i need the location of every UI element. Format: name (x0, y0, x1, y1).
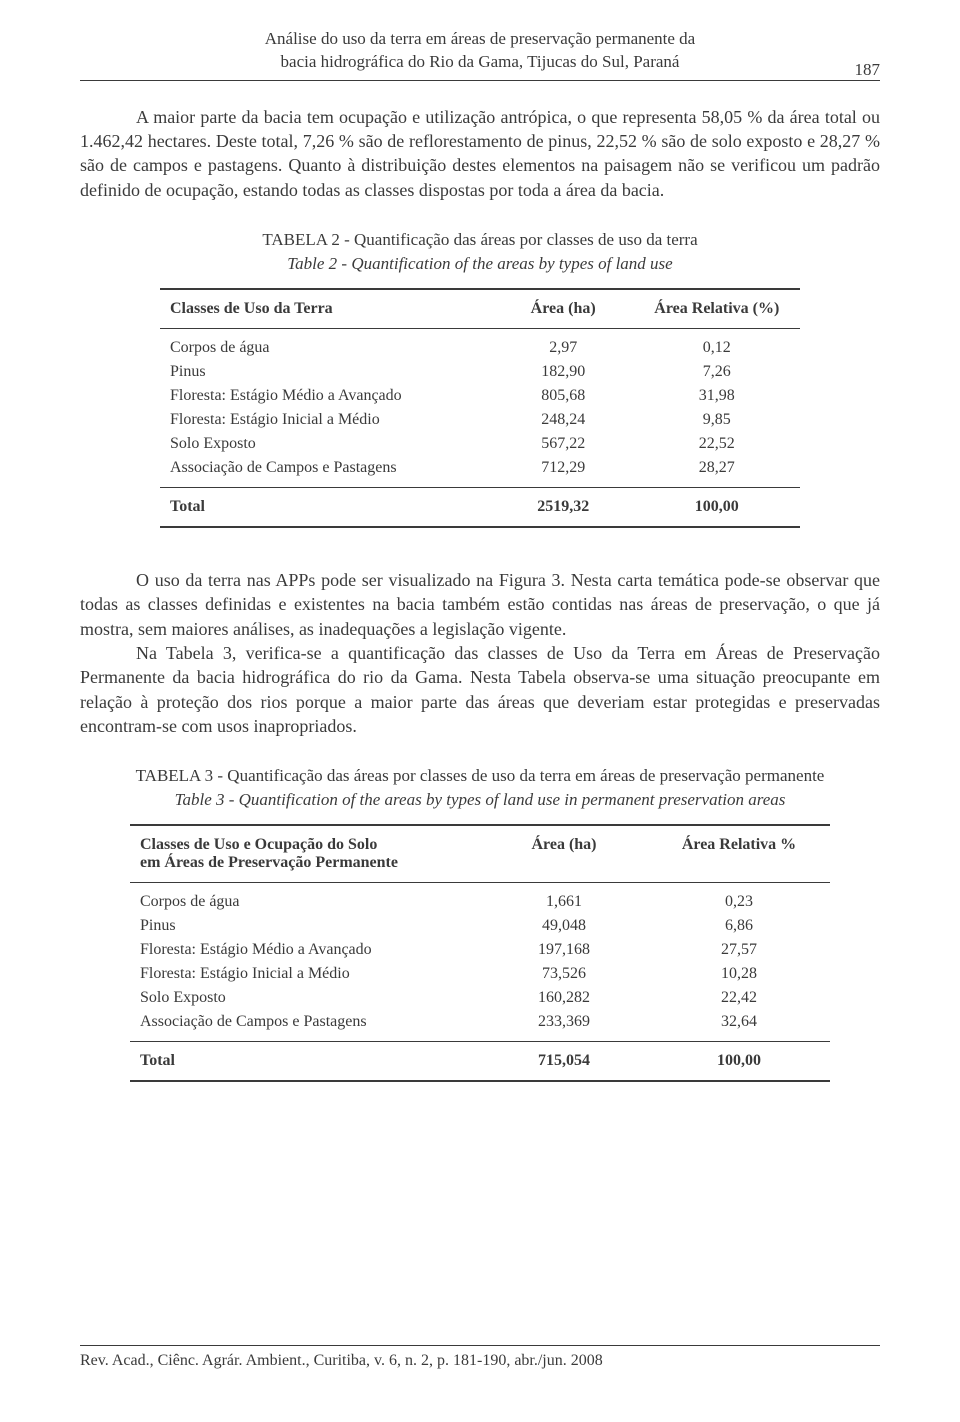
table3-r0c0: Corpos de água (130, 883, 480, 915)
table2-total-label: Total (160, 488, 493, 528)
table3-r3c0: Floresta: Estágio Inicial a Médio (130, 962, 480, 986)
table-row: Floresta: Estágio Médio a Avançado 805,6… (160, 384, 800, 408)
table2-total-rel: 100,00 (634, 488, 800, 528)
paragraph-3-text: Na Tabela 3, verifica-se a quantificação… (80, 643, 880, 736)
table2-r3c0: Floresta: Estágio Inicial a Médio (160, 408, 493, 432)
table2-r4c0: Solo Exposto (160, 432, 493, 456)
paragraph-2-text: O uso da terra nas APPs pode ser visuali… (80, 570, 880, 639)
table2-header-row: Classes de Uso da Terra Área (ha) Área R… (160, 289, 800, 329)
table2-r5c0: Associação de Campos e Pastagens (160, 456, 493, 488)
table2-r2c2: 31,98 (634, 384, 800, 408)
footer: Rev. Acad., Ciênc. Agrár. Ambient., Curi… (80, 1345, 880, 1370)
table2-caption: TABELA 2 - Quantificação das áreas por c… (80, 230, 880, 250)
table2-col2-header: Área (ha) (493, 289, 634, 329)
footer-citation: Rev. Acad., Ciênc. Agrár. Ambient., Curi… (80, 1346, 880, 1370)
table2-r1c0: Pinus (160, 360, 493, 384)
table3-col1-header-l2: em Áreas de Preservação Permanente (140, 854, 398, 871)
table3-col1-header-l1: Classes de Uso e Ocupação do Solo (140, 836, 377, 853)
table2-subcaption: Table 2 - Quantification of the areas by… (80, 254, 880, 274)
table2-col3-header: Área Relativa (%) (634, 289, 800, 329)
table-row: Corpos de água 1,661 0,23 (130, 883, 830, 915)
table-row: Solo Exposto 160,282 22,42 (130, 986, 830, 1010)
page: Análise do uso da terra em áreas de pres… (0, 0, 960, 1422)
table3-r5c0: Associação de Campos e Pastagens (130, 1010, 480, 1042)
paragraph-1-text: A maior parte da bacia tem ocupação e ut… (80, 107, 880, 200)
running-head-line2: bacia hidrográfica do Rio da Gama, Tijuc… (281, 52, 680, 71)
table2-total-area: 2519,32 (493, 488, 634, 528)
table2-r0c2: 0,12 (634, 329, 800, 361)
table3-caption: TABELA 3 - Quantificação das áreas por c… (80, 766, 880, 786)
table-row: Floresta: Estágio Médio a Avançado 197,1… (130, 938, 830, 962)
table2-r1c1: 182,90 (493, 360, 634, 384)
paragraph-1: A maior parte da bacia tem ocupação e ut… (80, 105, 880, 202)
table3-r2c1: 197,168 (480, 938, 648, 962)
table3-col1-header: Classes de Uso e Ocupação do Solo em Áre… (130, 825, 480, 883)
table3-r4c2: 22,42 (648, 986, 830, 1010)
table2-r2c0: Floresta: Estágio Médio a Avançado (160, 384, 493, 408)
paragraph-3: Na Tabela 3, verifica-se a quantificação… (80, 641, 880, 738)
table3-col3-header: Área Relativa % (648, 825, 830, 883)
table-row: Pinus 182,90 7,26 (160, 360, 800, 384)
table3-r2c2: 27,57 (648, 938, 830, 962)
table2: Classes de Uso da Terra Área (ha) Área R… (160, 288, 800, 528)
table-row: Associação de Campos e Pastagens 233,369… (130, 1010, 830, 1042)
table3-col2-header: Área (ha) (480, 825, 648, 883)
header-rule (80, 80, 880, 81)
table3-r4c0: Solo Exposto (130, 986, 480, 1010)
table-row: Associação de Campos e Pastagens 712,29 … (160, 456, 800, 488)
table2-r3c1: 248,24 (493, 408, 634, 432)
table2-r1c2: 7,26 (634, 360, 800, 384)
page-number: 187 (855, 60, 881, 80)
table3-total-label: Total (130, 1042, 480, 1082)
table3-r5c2: 32,64 (648, 1010, 830, 1042)
running-head-line1: Análise do uso da terra em áreas de pres… (265, 29, 695, 48)
table3-total-area: 715,054 (480, 1042, 648, 1082)
table2-r5c2: 28,27 (634, 456, 800, 488)
table-row: Corpos de água 2,97 0,12 (160, 329, 800, 361)
table3-r1c2: 6,86 (648, 914, 830, 938)
table3: Classes de Uso e Ocupação do Solo em Áre… (130, 824, 830, 1082)
table3-r0c2: 0,23 (648, 883, 830, 915)
table2-r0c1: 2,97 (493, 329, 634, 361)
table2-total-row: Total 2519,32 100,00 (160, 488, 800, 528)
table-row: Pinus 49,048 6,86 (130, 914, 830, 938)
table2-r3c2: 9,85 (634, 408, 800, 432)
table3-r3c2: 10,28 (648, 962, 830, 986)
table-row: Floresta: Estágio Inicial a Médio 73,526… (130, 962, 830, 986)
table3-r1c1: 49,048 (480, 914, 648, 938)
table2-r4c2: 22,52 (634, 432, 800, 456)
table-row: Floresta: Estágio Inicial a Médio 248,24… (160, 408, 800, 432)
table2-r2c1: 805,68 (493, 384, 634, 408)
table3-header-row: Classes de Uso e Ocupação do Solo em Áre… (130, 825, 830, 883)
table2-r5c1: 712,29 (493, 456, 634, 488)
table3-r2c0: Floresta: Estágio Médio a Avançado (130, 938, 480, 962)
table2-r0c0: Corpos de água (160, 329, 493, 361)
running-head: Análise do uso da terra em áreas de pres… (80, 28, 880, 74)
table2-r4c1: 567,22 (493, 432, 634, 456)
table3-r5c1: 233,369 (480, 1010, 648, 1042)
table2-col1-header: Classes de Uso da Terra (160, 289, 493, 329)
table3-subcaption: Table 3 - Quantification of the areas by… (80, 790, 880, 810)
table3-total-row: Total 715,054 100,00 (130, 1042, 830, 1082)
table3-r0c1: 1,661 (480, 883, 648, 915)
table-row: Solo Exposto 567,22 22,52 (160, 432, 800, 456)
table3-r3c1: 73,526 (480, 962, 648, 986)
paragraph-2: O uso da terra nas APPs pode ser visuali… (80, 568, 880, 641)
table3-r4c1: 160,282 (480, 986, 648, 1010)
table3-total-rel: 100,00 (648, 1042, 830, 1082)
table3-r1c0: Pinus (130, 914, 480, 938)
